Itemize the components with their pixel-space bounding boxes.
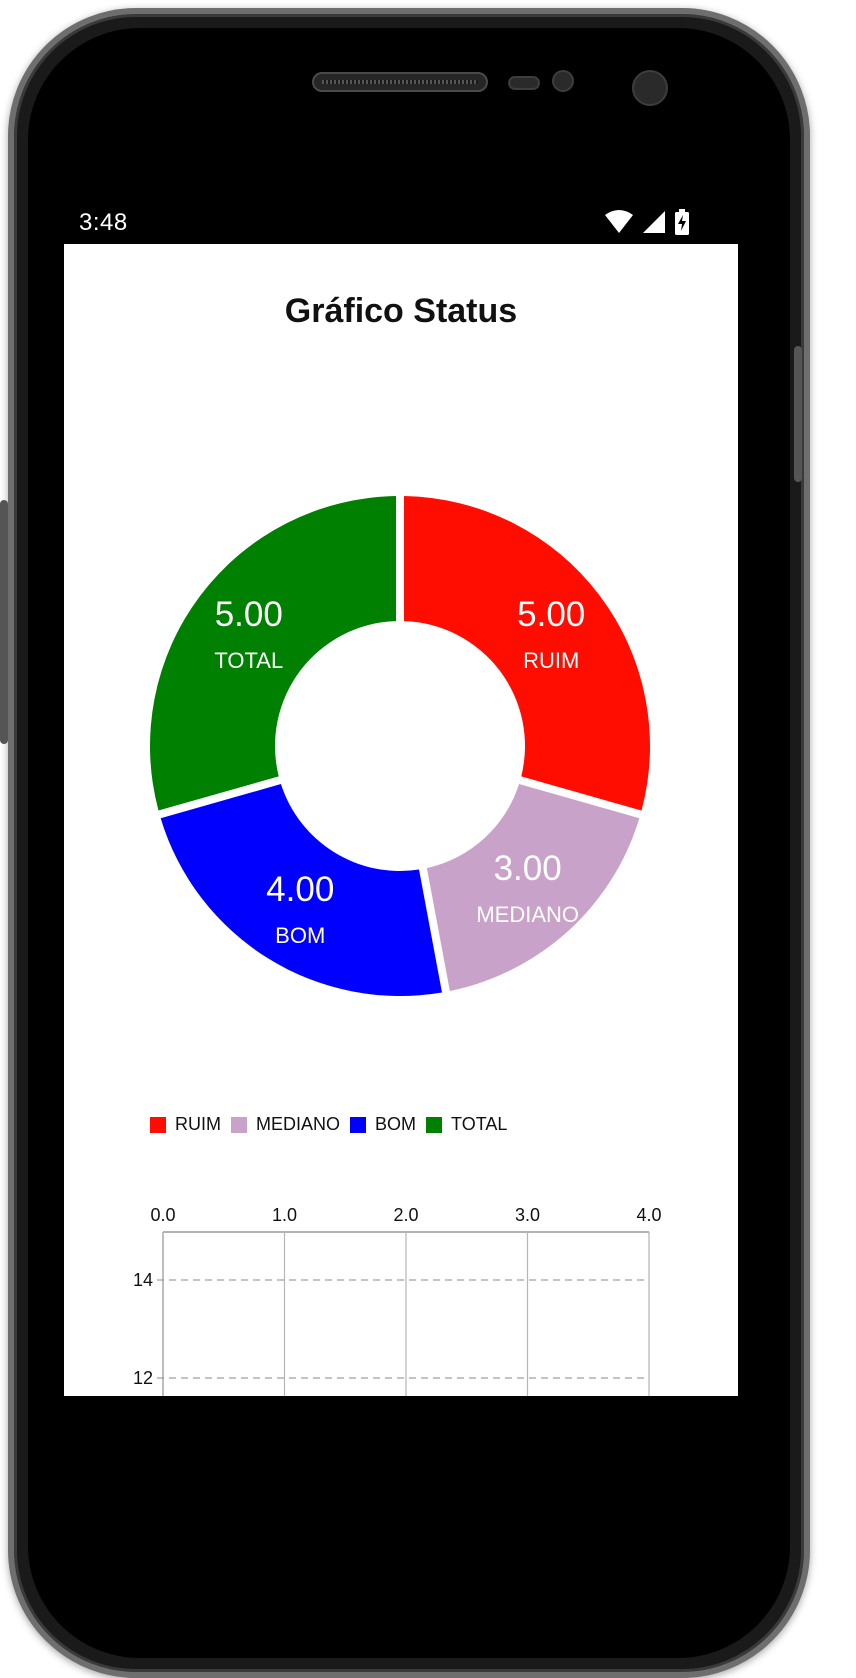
front-camera <box>632 70 668 106</box>
line-chart: 0.0 1.0 2.0 3.0 4.0 14 12 <box>133 1205 662 1396</box>
slice-category-label: RUIM <box>523 648 579 673</box>
app-screen: 3:48 Gráfico Status 5.00 RUIM 3.00 MEDIANO 4… <box>64 200 738 1396</box>
legend-swatch <box>426 1116 443 1133</box>
legend-swatch <box>150 1116 166 1133</box>
x-tick-label: 2.0 <box>393 1205 418 1225</box>
legend-label: MEDIANO <box>256 1114 341 1134</box>
page-title: Gráfico Status <box>284 292 518 330</box>
legend-swatch <box>231 1116 247 1133</box>
slice-value-label: 4.00 <box>266 870 334 909</box>
slice-category-label: TOTAL <box>214 648 283 673</box>
volume-button <box>0 500 8 744</box>
donut-chart: 5.00 RUIM 3.00 MEDIANO 4.00 BOM 5.00 TOTAL <box>150 496 651 996</box>
legend-label: TOTAL <box>451 1114 508 1134</box>
earpiece-speaker <box>312 72 488 92</box>
legend-item-ruim: RUIM <box>150 1114 221 1135</box>
slice-total <box>150 496 397 811</box>
slice-category-label: MEDIANO <box>476 902 579 927</box>
wifi-icon <box>605 210 633 233</box>
x-tick-label: 4.0 <box>636 1205 661 1225</box>
status-time: 3:48 <box>79 209 128 236</box>
light-sensor <box>552 70 574 92</box>
proximity-sensor <box>508 76 540 90</box>
slice-value-label: 5.00 <box>215 595 283 634</box>
slice-value-label: 5.00 <box>517 595 585 634</box>
x-tick-label: 0.0 <box>150 1205 175 1225</box>
power-button <box>794 346 802 482</box>
battery-icon <box>675 209 689 235</box>
y-tick-label: 12 <box>133 1368 153 1388</box>
y-tick-label: 14 <box>133 1270 153 1290</box>
legend-swatch <box>350 1116 367 1133</box>
legend-label: RUIM <box>175 1114 221 1134</box>
slice-bom <box>160 784 442 996</box>
chart-legend: RUIM MEDIANO BOM TOTAL <box>150 1114 517 1135</box>
x-tick-label: 1.0 <box>272 1205 297 1225</box>
slice-mediano <box>426 784 640 991</box>
slice-value-label: 3.00 <box>494 849 562 888</box>
legend-item-bom: BOM <box>350 1114 416 1135</box>
slice-category-label: BOM <box>275 923 325 948</box>
legend-item-total: TOTAL <box>426 1114 507 1135</box>
signal-icon <box>643 211 665 233</box>
slice-ruim <box>403 496 651 811</box>
status-bar: 3:48 <box>64 200 738 244</box>
x-tick-label: 3.0 <box>515 1205 540 1225</box>
legend-item-mediano: MEDIANO <box>231 1114 340 1135</box>
status-icons <box>604 209 690 235</box>
legend-label: BOM <box>375 1114 417 1134</box>
